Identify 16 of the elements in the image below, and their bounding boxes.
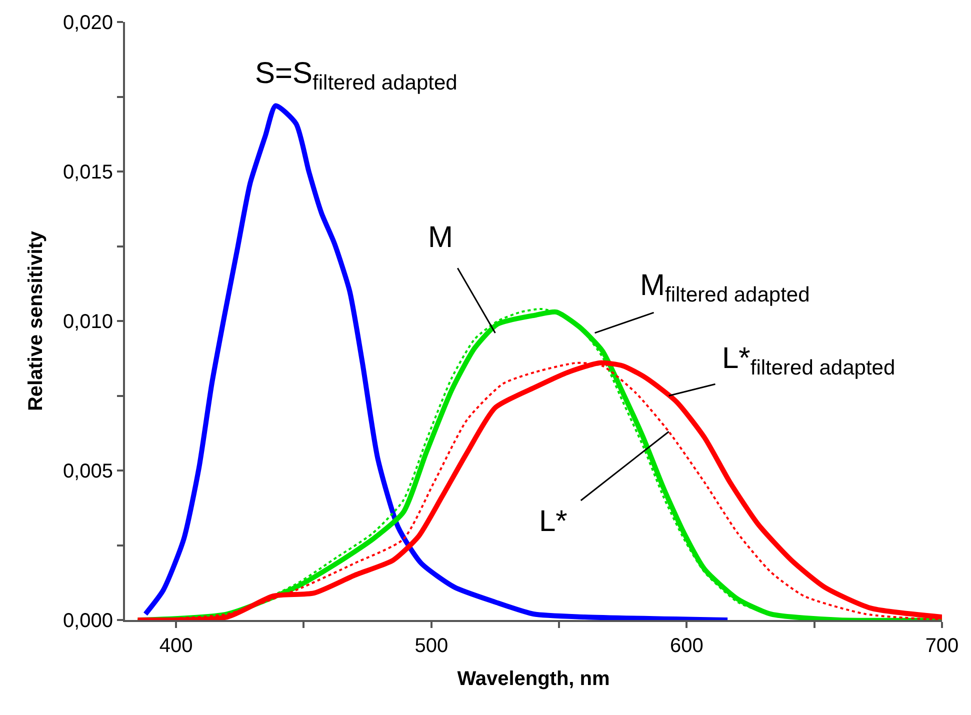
annotation: L* (539, 505, 568, 538)
annotation: M (428, 221, 453, 254)
y-tick-label: 0,010 (62, 311, 113, 333)
x-tick-label: 700 (925, 635, 959, 657)
y-tick-label: 0,000 (62, 610, 113, 632)
y-tick-label: 0,005 (62, 460, 113, 482)
x-tick-label: 600 (670, 635, 704, 657)
annotation: L*$_{filtered adapted}$ (722, 342, 896, 380)
y-tick-label: 0,015 (62, 162, 113, 184)
x-tick-label: 500 (414, 635, 448, 657)
y-tick-label: 0,020 (62, 12, 113, 34)
annotation: M$_{filtered adapted}$ (640, 269, 810, 306)
y-axis-title: Relative sensitivity (24, 230, 47, 412)
annotation: S=S$_{filtered adapted}$ (255, 57, 458, 94)
x-axis-title: Wavelength, nm (457, 668, 610, 690)
x-tick-label: 400 (159, 635, 193, 657)
